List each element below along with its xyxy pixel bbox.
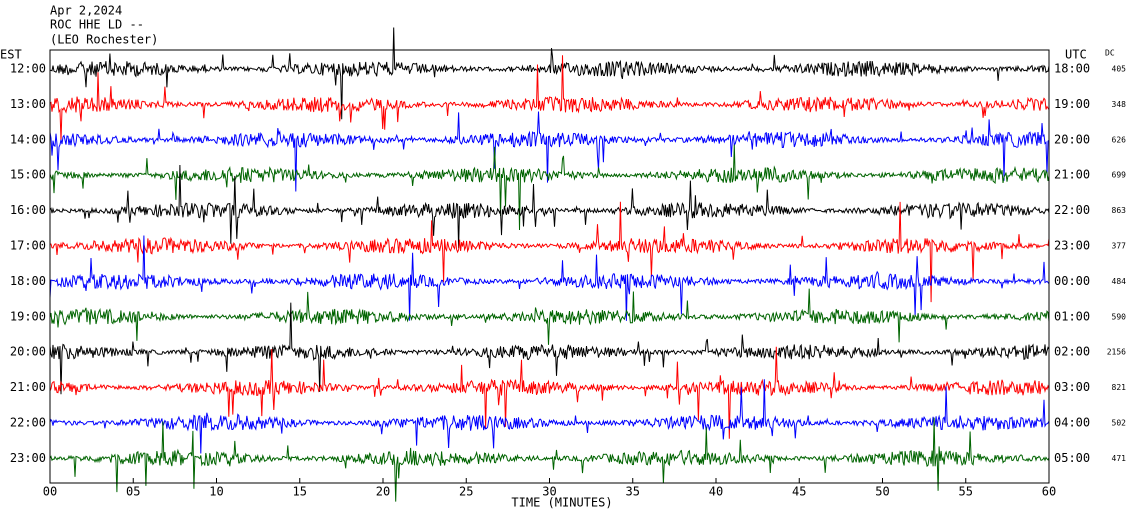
est-label: 17:00 <box>10 239 46 253</box>
est-label: 23:00 <box>10 451 46 465</box>
utc-label: 19:00 <box>1054 97 1090 111</box>
x-tick-label: 50 <box>875 485 889 499</box>
x-tick-label: 25 <box>459 485 473 499</box>
right-label: UTC <box>1065 48 1087 62</box>
utc-label: 20:00 <box>1054 132 1090 146</box>
x-tick-label: 00 <box>43 485 57 499</box>
traces <box>49 27 1050 502</box>
x-tick-label: 05 <box>126 485 140 499</box>
utc-label: 00:00 <box>1054 274 1090 288</box>
dc-value: 348 <box>1112 100 1127 109</box>
est-label: 14:00 <box>10 132 46 146</box>
location: (LEO Rochester) <box>50 33 158 47</box>
trace <box>49 346 1050 439</box>
est-label: 21:00 <box>10 380 46 394</box>
dc-value: 377 <box>1112 242 1127 251</box>
dc-label: DC <box>1105 49 1115 58</box>
utc-label: 22:00 <box>1054 203 1090 217</box>
x-tick-label: 55 <box>959 485 973 499</box>
est-label: 18:00 <box>10 274 46 288</box>
est-label: 16:00 <box>10 203 46 217</box>
trace <box>49 288 1050 345</box>
utc-label: 01:00 <box>1054 309 1090 323</box>
dc-value: 502 <box>1112 419 1127 428</box>
dc-value: 626 <box>1112 135 1127 144</box>
trace <box>49 235 1050 321</box>
utc-label: 05:00 <box>1054 451 1090 465</box>
x-tick-label: 20 <box>376 485 390 499</box>
trace <box>49 111 1050 192</box>
trace <box>49 417 1050 502</box>
station: ROC HHE LD -- <box>50 18 144 32</box>
est-label: 13:00 <box>10 97 46 111</box>
utc-label: 02:00 <box>1054 345 1090 359</box>
x-tick-label: 35 <box>626 485 640 499</box>
dc-value: 821 <box>1112 383 1127 392</box>
x-tick-label: 30 <box>542 485 556 499</box>
utc-label: 23:00 <box>1054 239 1090 253</box>
utc-label: 21:00 <box>1054 168 1090 182</box>
dc-value: 2156 <box>1107 348 1126 357</box>
left-label: EST <box>0 48 22 62</box>
est-label: 12:00 <box>10 62 46 76</box>
dc-value: 484 <box>1112 277 1127 286</box>
utc-label: 03:00 <box>1054 380 1090 394</box>
x-axis-label: TIME (MINUTES) <box>511 496 612 510</box>
est-label: 20:00 <box>10 345 46 359</box>
date: Apr 2,2024 <box>50 4 122 18</box>
x-tick-label: 40 <box>709 485 723 499</box>
est-label: 19:00 <box>10 309 46 323</box>
trace <box>49 302 1050 395</box>
dc-value: 699 <box>1112 171 1127 180</box>
est-label: 22:00 <box>10 416 46 430</box>
dc-value: 471 <box>1112 454 1127 463</box>
dc-value: 590 <box>1112 312 1127 321</box>
trace <box>49 27 1050 120</box>
trace <box>49 164 1050 249</box>
dc-value: 405 <box>1112 65 1127 74</box>
trace <box>49 55 1050 142</box>
trace <box>49 201 1050 303</box>
utc-label: 04:00 <box>1054 416 1090 430</box>
trace <box>49 144 1050 231</box>
dc-value: 863 <box>1112 206 1127 215</box>
x-tick-label: 45 <box>792 485 806 499</box>
x-tick-label: 15 <box>293 485 307 499</box>
x-tick-label: 10 <box>209 485 223 499</box>
x-tick-label: 60 <box>1042 485 1056 499</box>
est-label: 15:00 <box>10 168 46 182</box>
utc-label: 18:00 <box>1054 62 1090 76</box>
trace <box>49 379 1050 454</box>
